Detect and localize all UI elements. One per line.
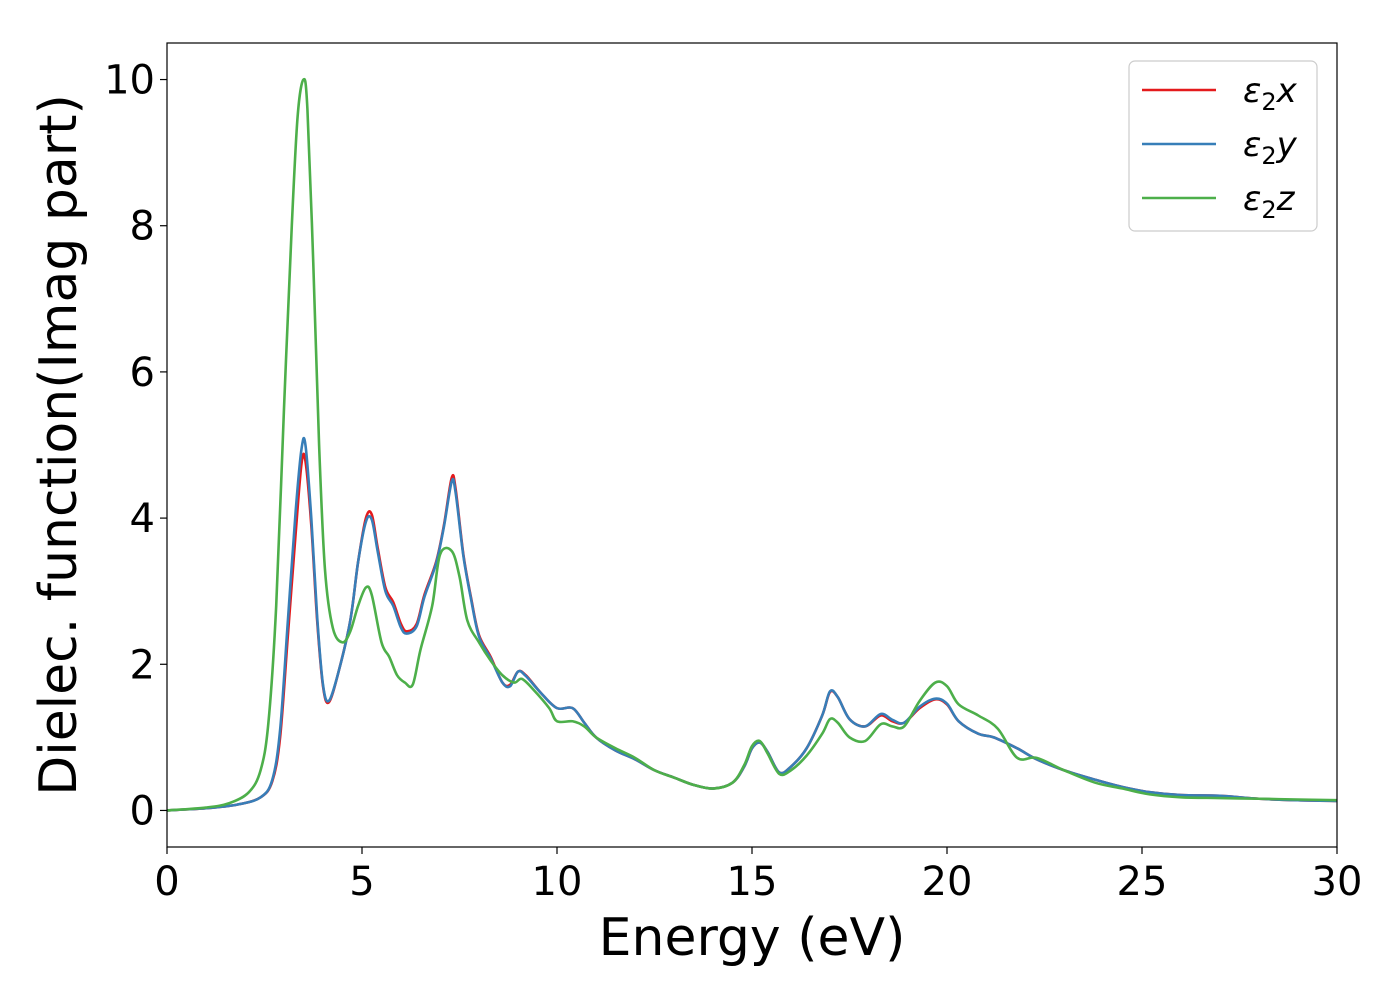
series-layer [167,77,1337,812]
legend-frame [1128,60,1318,232]
y-tick-label: 6 [130,350,155,396]
x-tick-label: 20 [922,859,973,905]
series-line-eps2y [167,436,1337,812]
x-tick-label: 5 [349,859,374,905]
y-tick-label: 2 [130,642,155,688]
y-tick-label: 8 [130,204,155,250]
legend: ε2x ε2y ε2z [1128,60,1318,232]
x-axis-label: Energy (eV) [599,908,906,968]
y-tick-label: 10 [104,58,155,104]
x-axis-ticks: 0 5 10 15 20 25 30 [154,847,1362,905]
series-line-eps2z [167,77,1337,812]
x-tick-label: 25 [1117,859,1168,905]
x-tick-label: 30 [1312,859,1363,905]
legend-label-eps2x: ε2x [1243,71,1298,116]
y-tick-label: 4 [130,496,155,542]
y-tick-label: 0 [130,788,155,834]
y-axis-ticks: 0 2 4 6 8 10 [104,58,167,834]
y-axis-label: Dielec. function(Imag part) [29,94,89,796]
x-tick-label: 10 [532,859,583,905]
legend-label-eps2z: ε2z [1243,179,1296,224]
x-tick-label: 15 [727,859,778,905]
legend-label-eps2y: ε2y [1243,125,1298,170]
x-tick-label: 0 [154,859,179,905]
